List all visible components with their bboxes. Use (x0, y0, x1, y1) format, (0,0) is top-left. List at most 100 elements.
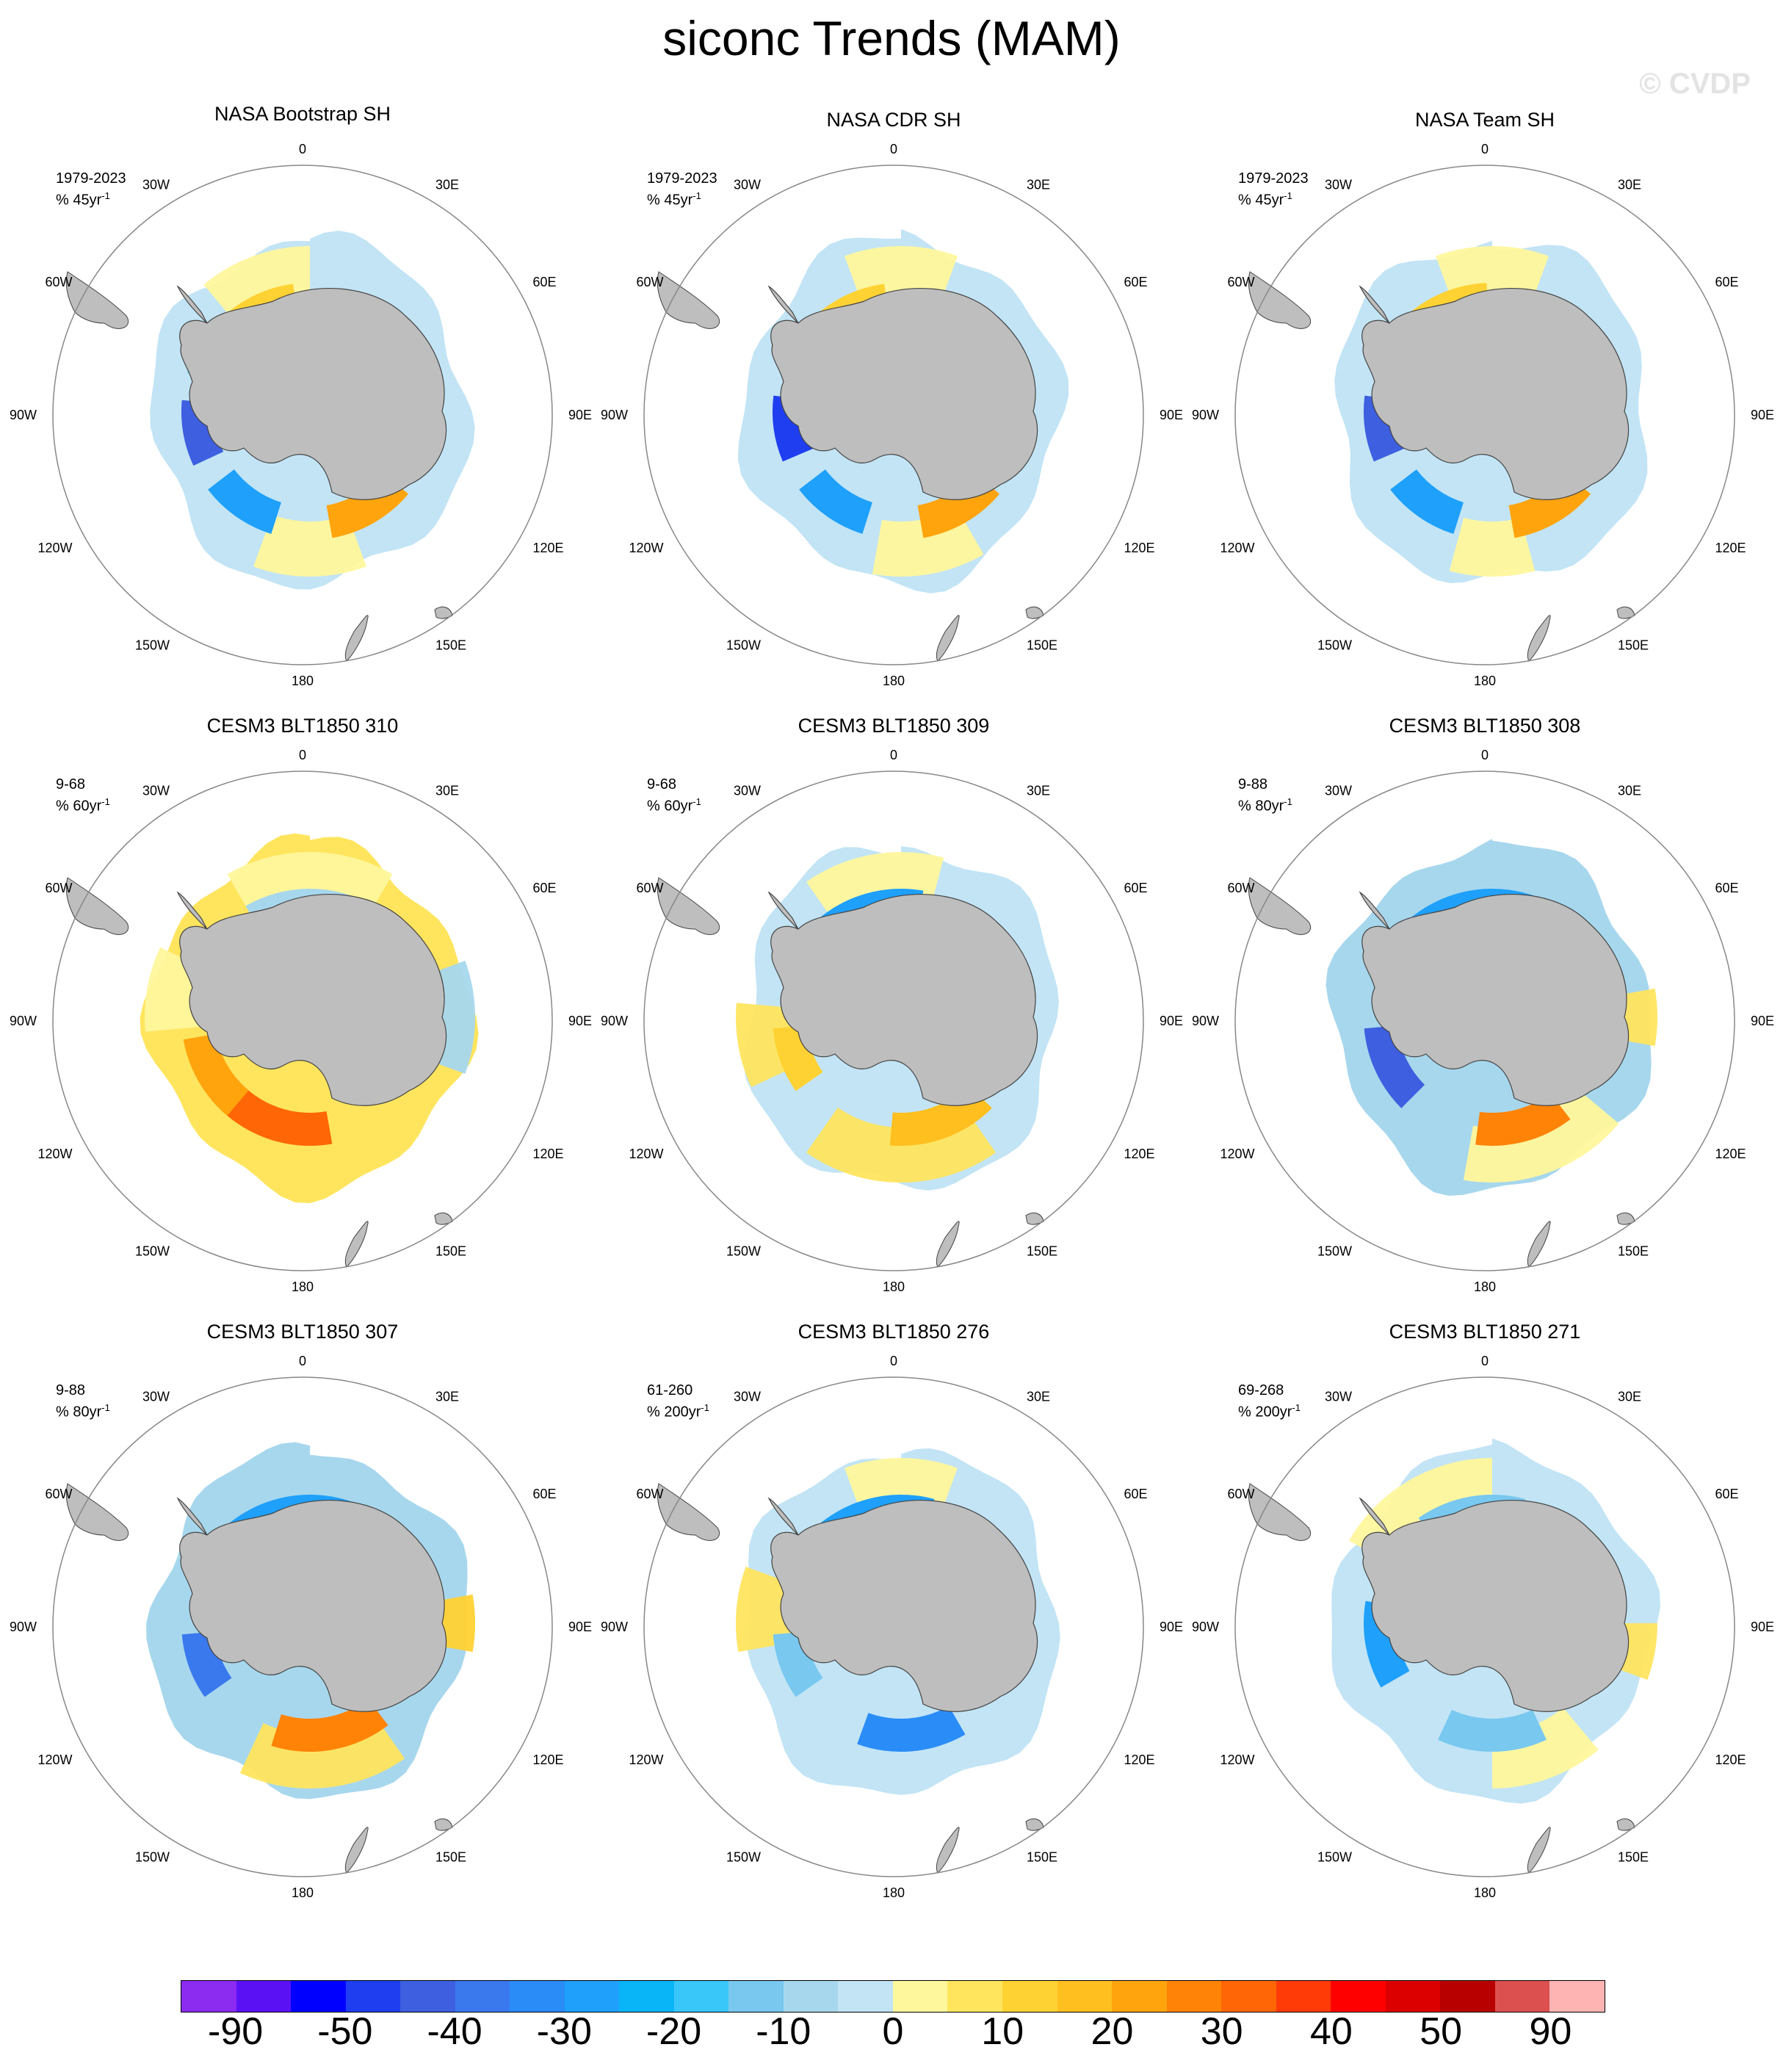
longitude-label: 0 (1481, 142, 1489, 156)
antarctica-land (770, 1499, 1038, 1712)
map-panel: CESM3 BLT1850 309 9-68 % 60yr-1 0 30E 60E 90E 1… (600, 709, 1187, 1318)
longitude-label: 180 (1474, 1885, 1496, 1900)
longitude-label: 30E (435, 178, 459, 192)
colorbar-tick-label: -30 (536, 2010, 592, 2053)
south-america-land (1248, 1483, 1312, 1541)
trend-units-exponent: -1 (101, 190, 110, 201)
longitude-label: 30E (1618, 1390, 1641, 1404)
new-zealand-land (344, 1827, 369, 1874)
trend-units-exponent: -1 (692, 190, 701, 201)
colorbar-swatch (728, 1981, 784, 2012)
map-panel: CESM3 BLT1850 271 69-268 % 200yr-1 0 30E 60E 9… (1191, 1315, 1779, 1924)
colorbar-swatch (1494, 1981, 1550, 2012)
antarctic-peninsula (176, 891, 208, 930)
panel-title: CESM3 BLT1850 271 (1389, 1321, 1581, 1343)
colorbar-tick-label: 50 (1419, 2010, 1463, 2053)
trend-units: % 200yr (1238, 1404, 1292, 1421)
panel-period: 9-68 % 60yr-1 (56, 776, 110, 815)
longitude-label: 120W (1220, 1752, 1254, 1767)
trend-units: % 45yr (56, 192, 102, 209)
longitude-label: 90E (1160, 1014, 1183, 1028)
trend-units-exponent: -1 (1284, 190, 1292, 201)
longitude-label: 180 (1474, 674, 1496, 688)
panel-period: 69-268 % 200yr-1 (1238, 1382, 1301, 1421)
longitude-label: 60W (636, 275, 663, 289)
period-years: 1979-2023 (56, 170, 126, 187)
coastal-trend-region (183, 1033, 249, 1116)
panel-period: 9-68 % 60yr-1 (647, 776, 701, 815)
period-years: 9-88 (56, 1382, 86, 1398)
panel-title: CESM3 BLT1850 310 (206, 715, 399, 737)
coastal-trend-region (1438, 1709, 1547, 1752)
period-years: 69-268 (1238, 1382, 1284, 1398)
new-zealand-land (344, 1221, 369, 1268)
trend-units: % 60yr (56, 798, 102, 815)
panel-title: NASA Team SH (1414, 109, 1555, 131)
polar-map: 0 30E 60E 90E 120E 150E 180 150W 120W 90W 60W 30W (10, 142, 592, 688)
longitude-label: 90W (10, 1620, 37, 1634)
panel-period: 1979-2023 % 45yr-1 (647, 170, 717, 209)
longitude-label: 180 (292, 674, 314, 688)
map-boundary (643, 770, 1144, 1271)
tasmania-land (1025, 606, 1044, 619)
tasmania-land (1025, 1818, 1044, 1831)
longitude-label: 150E (1027, 1244, 1057, 1259)
colorbar-swatch (783, 1981, 839, 2012)
tasmania-land (434, 1212, 453, 1225)
longitude-label: 180 (1474, 1279, 1496, 1294)
longitude-label: 90E (568, 408, 592, 422)
longitude-label: 60W (45, 1487, 72, 1501)
new-zealand-land (936, 615, 960, 662)
map-panel: CESM3 BLT1850 307 9-88 % 80yr-1 0 30E 60E 90E 1… (9, 1315, 596, 1924)
period-years: 1979-2023 (1238, 170, 1309, 187)
period-years: 1979-2023 (647, 170, 717, 187)
longitude-label: 60E (1715, 275, 1739, 289)
south-america-land (65, 1483, 129, 1541)
longitude-label: 120W (1220, 541, 1254, 555)
map-boundary (643, 1376, 1144, 1877)
map-panel: CESM3 BLT1850 276 61-260 % 200yr-1 0 30E 60E 9… (600, 1315, 1187, 1924)
longitude-label: 30E (1618, 178, 1641, 192)
panel-title: CESM3 BLT1850 276 (798, 1321, 990, 1343)
longitude-label: 60W (45, 275, 72, 289)
longitude-label: 60E (1124, 1487, 1148, 1501)
longitude-label: 0 (1481, 748, 1489, 762)
map-boundary (1234, 1376, 1735, 1877)
trend-units: % 80yr (1238, 798, 1284, 815)
longitude-label: 0 (890, 748, 897, 762)
antarctica-land (1361, 287, 1630, 500)
longitude-label: 150E (1618, 638, 1649, 653)
panel-period: 9-88 % 80yr-1 (1238, 776, 1292, 815)
longitude-label: 150E (1618, 1850, 1649, 1865)
coastal-trend-region (1390, 469, 1464, 534)
longitude-label: 120W (37, 1147, 72, 1161)
antarctica-land (770, 287, 1038, 500)
longitude-label: 60W (45, 881, 72, 895)
map-boundary (52, 770, 553, 1271)
longitude-label: 90E (1160, 1620, 1183, 1634)
longitude-label: 30W (1325, 178, 1352, 192)
colorbar-tick-labels: -90 -50 -40 -30 -20 -10 0 10 20 30 40 50 90 (0, 2010, 1783, 2068)
longitude-label: 90E (568, 1620, 592, 1634)
panel-title: CESM3 BLT1850 308 (1389, 715, 1581, 737)
coastal-trend-region (773, 1025, 823, 1091)
longitude-label: 60W (1227, 275, 1254, 289)
south-america-land (657, 877, 720, 935)
coastal-trend-region (1475, 1093, 1571, 1146)
longitude-label: 120W (37, 541, 72, 555)
tasmania-land (434, 1818, 453, 1831)
longitude-label: 60E (533, 881, 557, 895)
trend-units-exponent: -1 (101, 1402, 110, 1413)
trend-units: % 45yr (1238, 192, 1284, 209)
longitude-label: 150W (135, 1244, 170, 1259)
colorbar-swatch (1002, 1981, 1057, 2012)
new-zealand-land (936, 1221, 960, 1268)
longitude-label: 150E (1027, 1850, 1057, 1865)
period-years: 9-68 (647, 776, 677, 793)
longitude-label: 180 (883, 1885, 905, 1900)
longitude-label: 120W (37, 1752, 72, 1767)
new-zealand-land (1527, 615, 1551, 662)
colorbar-tick-label: -40 (427, 2010, 482, 2053)
polar-map: 0 30E 60E 90E 120E 150E 180 150W 120W 90W 60W 30W (1192, 142, 1774, 688)
antarctica-land (1361, 1499, 1630, 1712)
